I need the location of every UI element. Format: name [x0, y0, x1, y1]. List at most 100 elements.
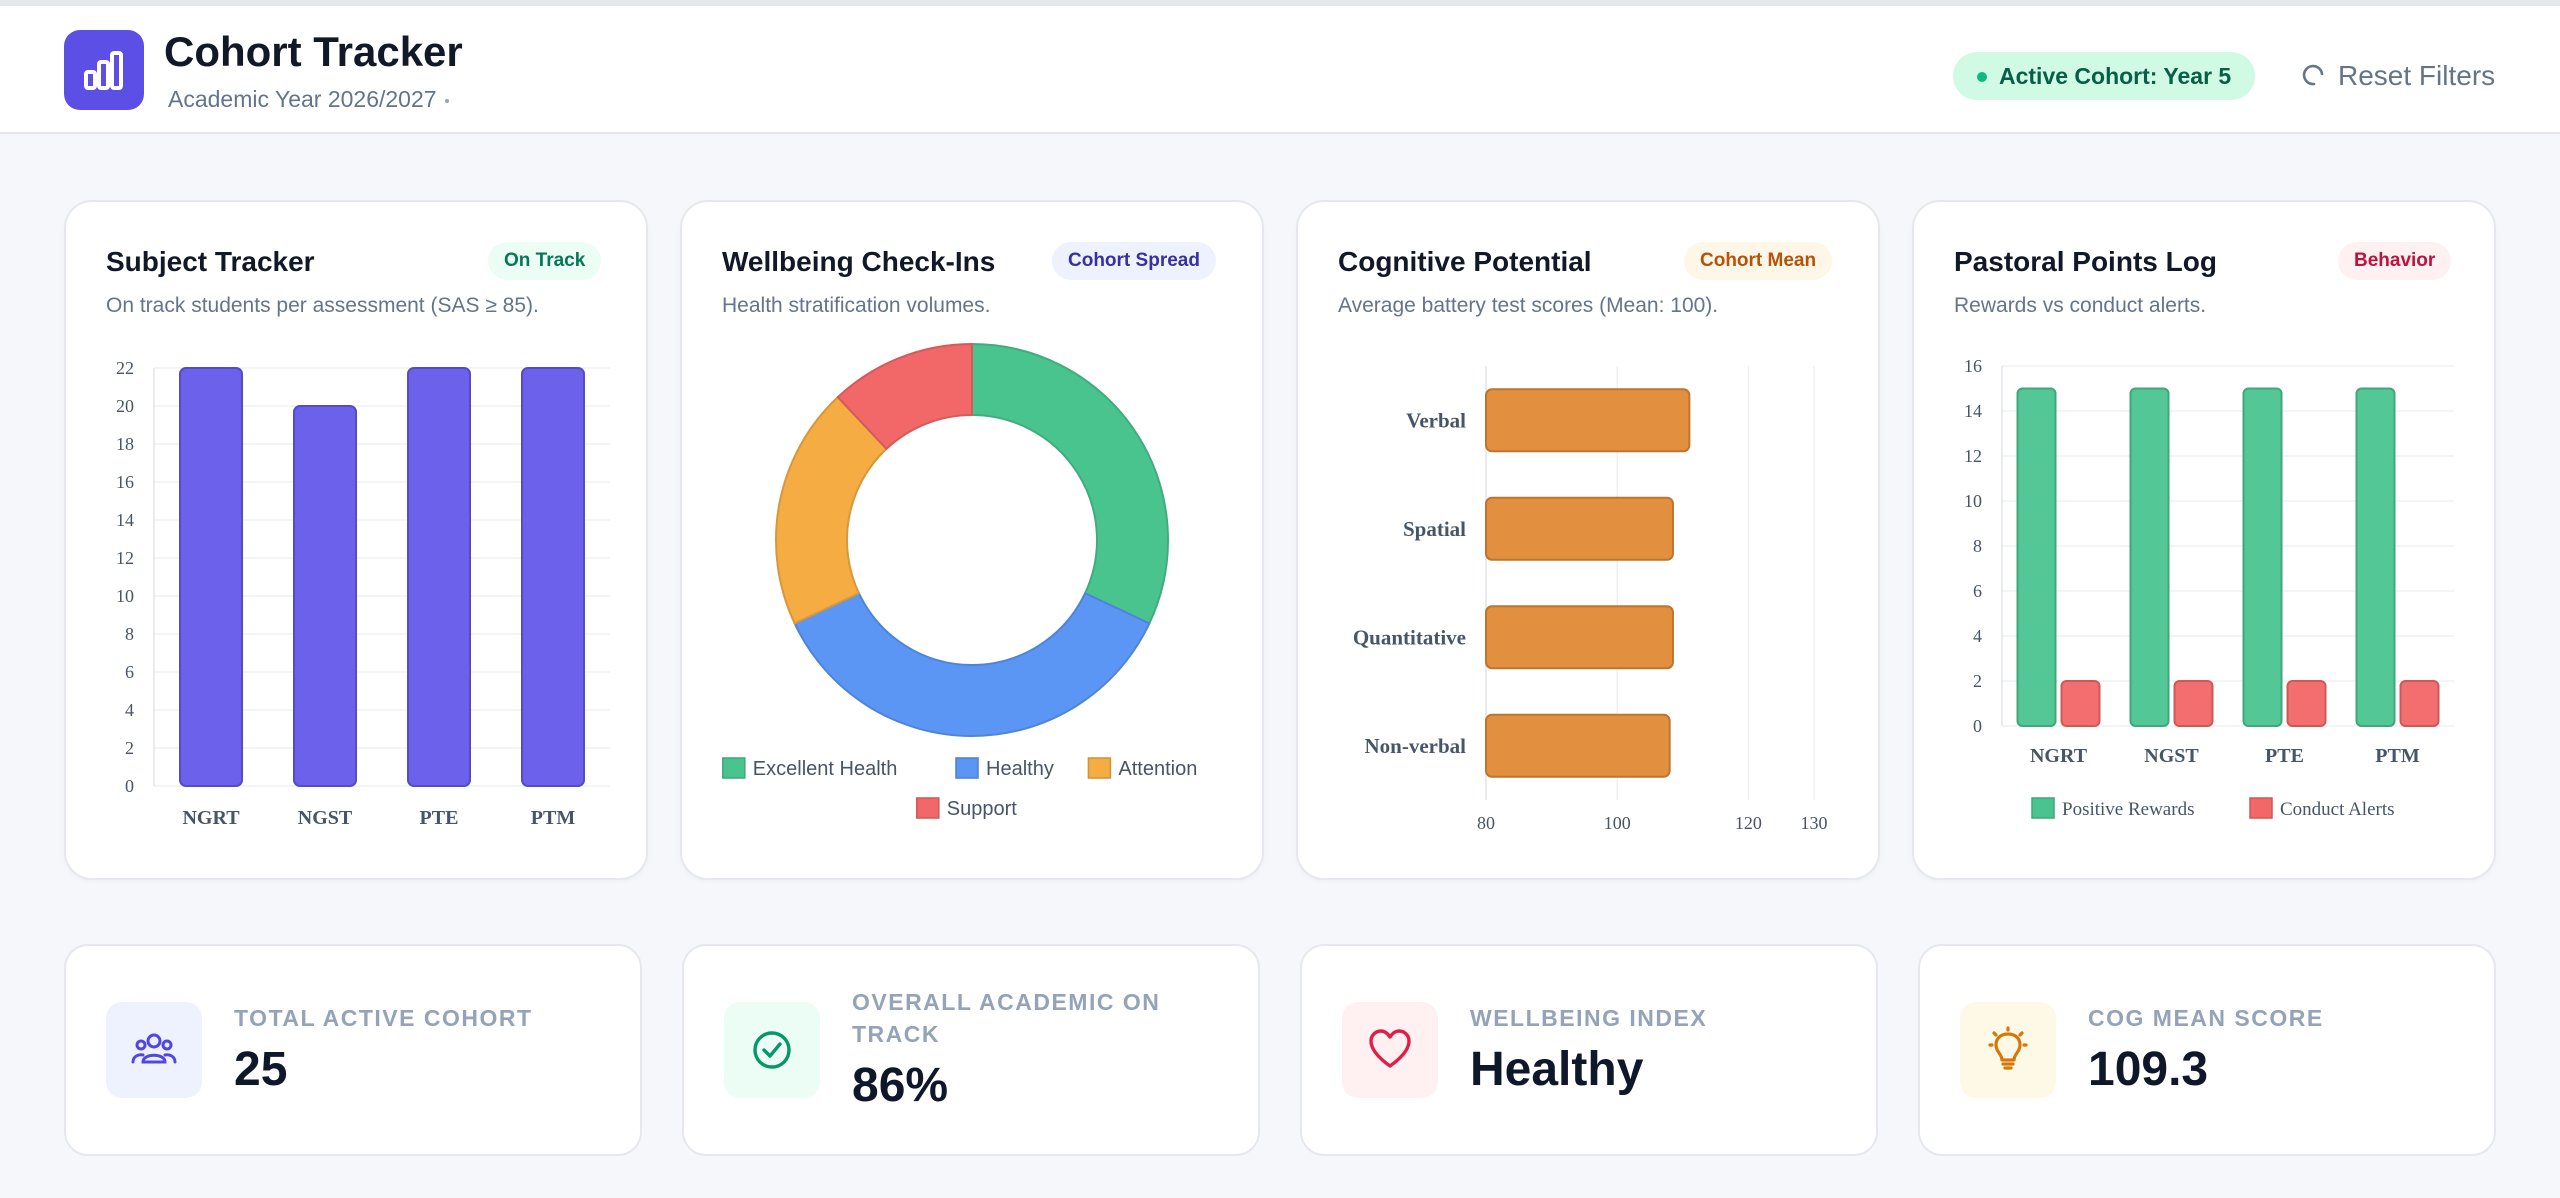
x-tick-label: PTM	[2375, 745, 2420, 767]
y-tick-label: 0	[125, 776, 134, 796]
reset-filters-button[interactable]: Reset Filters	[2300, 56, 2495, 96]
y-tick-label: Verbal	[1406, 408, 1466, 432]
subject-bar-chart: 0 2 4 6 8 10 12 14 16 18 20 22 NGRT NGST PTE PTM	[116, 358, 610, 829]
x-tick-label: PTE	[2265, 745, 2304, 767]
y-tick-label: 8	[1973, 536, 1982, 556]
y-tick-label: 12	[116, 548, 134, 568]
lightbulb-icon	[1960, 1002, 2056, 1098]
legend-swatch	[2249, 797, 2273, 819]
bar-ngrt	[179, 367, 243, 787]
kpi-value: 86%	[852, 1059, 949, 1112]
y-tick-label: 0	[1973, 716, 1982, 736]
donut-slice-support	[836, 342, 973, 451]
y-tick-label: 14	[1964, 401, 1982, 421]
bar-ngst	[293, 405, 357, 787]
y-tick-label: 4	[1973, 626, 1982, 646]
legend-swatch	[916, 797, 940, 819]
y-tick-label: 16	[116, 472, 134, 492]
cognitive-card: Cognitive Potential Cohort Mean Average …	[1296, 200, 1880, 880]
subject-tracker-card: Subject Tracker On Track On track studen…	[64, 200, 648, 880]
card-description: Average battery test scores (Mean: 100).	[1338, 294, 1719, 317]
x-tick-label: PTE	[420, 807, 459, 829]
bar-ngst-conduct-alerts	[2173, 680, 2214, 727]
y-tick-label: Quantitative	[1353, 625, 1466, 649]
heart-icon	[1342, 1002, 1438, 1098]
bar-quantitative	[1485, 605, 1674, 670]
x-tick-label: NGST	[298, 807, 353, 829]
on-track-badge: On Track	[488, 242, 602, 280]
y-tick-label: 20	[116, 396, 134, 416]
kpi-value: Healthy	[1470, 1043, 1644, 1096]
bar-pte	[407, 367, 471, 787]
wellbeing-card: Wellbeing Check-Ins Cohort Spread Health…	[680, 200, 1264, 880]
cohort-mean-badge: Cohort Mean	[1684, 242, 1833, 280]
academic-year-text: Academic Year 2026/2027	[168, 86, 437, 112]
card-title: Wellbeing Check-Ins	[722, 246, 996, 277]
y-tick-label: 12	[1964, 446, 1982, 466]
card-description: Health stratification volumes.	[722, 294, 991, 317]
donut-slice-excellent-health	[971, 342, 1169, 625]
donut-slice-healthy	[793, 591, 1151, 737]
x-tick-label: 80	[1477, 813, 1495, 833]
kpi-label: TOTAL ACTIVE COHORT	[234, 1005, 533, 1031]
y-tick-label: 22	[116, 358, 134, 378]
y-tick-label: Non-verbal	[1365, 734, 1467, 758]
kpi-value: 109.3	[2088, 1043, 2209, 1096]
logo-chart-icon	[64, 30, 144, 110]
y-tick-label: 6	[125, 662, 134, 682]
bar-ptm-conduct-alerts	[2399, 680, 2440, 727]
cognitive-hbar-chart: 80 100 120 130 Verbal Spatial Quantitative Non-…	[1353, 366, 1828, 833]
kpi-wellbeing-index: WELLBEING INDEX Healthy	[1300, 944, 1878, 1156]
legend-label: Positive Rewards	[2062, 799, 2194, 820]
bar-ptm-positive-rewards	[2355, 387, 2396, 727]
app-header: Cohort Tracker Academic Year 2026/2027 A…	[0, 6, 2560, 134]
y-tick-label: 14	[116, 510, 134, 530]
legend-swatch	[722, 757, 746, 779]
refresh-icon	[2302, 64, 2324, 86]
x-tick-label: NGRT	[2030, 745, 2088, 767]
legend-label: Healthy	[986, 758, 1054, 780]
bar-non-verbal	[1485, 713, 1671, 778]
behavior-badge: Behavior	[2338, 242, 2452, 280]
bar-verbal	[1485, 388, 1691, 453]
kpi-cog-mean-score: COG MEAN SCORE 109.3	[1918, 944, 2496, 1156]
bar-spatial	[1485, 496, 1674, 561]
legend-swatch	[955, 757, 979, 779]
legend-label: Support	[947, 798, 1017, 820]
legend-label: Conduct Alerts	[2280, 799, 2395, 820]
card-title: Subject Tracker	[106, 246, 315, 277]
cohort-spread-badge: Cohort Spread	[1052, 242, 1216, 280]
users-icon	[106, 1002, 202, 1098]
y-tick-label: 18	[116, 434, 134, 454]
bar-pte-positive-rewards	[2242, 387, 2283, 727]
bar-ngst-positive-rewards	[2129, 387, 2170, 727]
x-tick-label: NGRT	[182, 807, 240, 829]
y-tick-label: 2	[125, 738, 134, 758]
x-tick-label: NGST	[2144, 745, 2199, 767]
kpi-label: WELLBEING INDEX	[1470, 1005, 1708, 1031]
kpi-overall-academic-on-track: OVERALL ACADEMIC ON TRACK 86%	[682, 944, 1260, 1156]
bar-pte-conduct-alerts	[2286, 680, 2327, 727]
top-border	[0, 0, 2560, 6]
separator-dot	[444, 98, 449, 103]
card-description: On track students per assessment (SAS ≥ …	[106, 294, 539, 317]
card-title: Pastoral Points Log	[1954, 246, 2217, 277]
kpi-label: OVERALL ACADEMIC ON TRACK	[852, 989, 1161, 1047]
app-title: Cohort Tracker	[164, 28, 463, 75]
status-dot	[1977, 72, 1987, 82]
x-tick-label: 100	[1604, 813, 1631, 833]
y-tick-label: Spatial	[1403, 517, 1466, 541]
pastoral-card: Pastoral Points Log Behavior Rewards vs …	[1912, 200, 2496, 880]
x-tick-label: PTM	[531, 807, 576, 829]
donut-slice-attention	[775, 395, 888, 625]
legend-label: Attention	[1118, 758, 1197, 780]
kpi-label: COG MEAN SCORE	[2088, 1005, 2324, 1031]
y-tick-label: 4	[125, 700, 134, 720]
card-title: Cognitive Potential	[1338, 246, 1592, 277]
check-circle-icon	[724, 1002, 820, 1098]
academic-year: Academic Year 2026/2027	[168, 86, 449, 113]
x-tick-label: 130	[1801, 813, 1828, 833]
pastoral-grouped-bar-chart: 0 2 4 6 8 10 12 14 16 NGRT NGST PTE PTM Positive Rewa…	[1964, 356, 2454, 820]
bar-ngrt-positive-rewards	[2016, 387, 2057, 727]
active-cohort-badge: Active Cohort: Year 5	[1953, 52, 2256, 100]
